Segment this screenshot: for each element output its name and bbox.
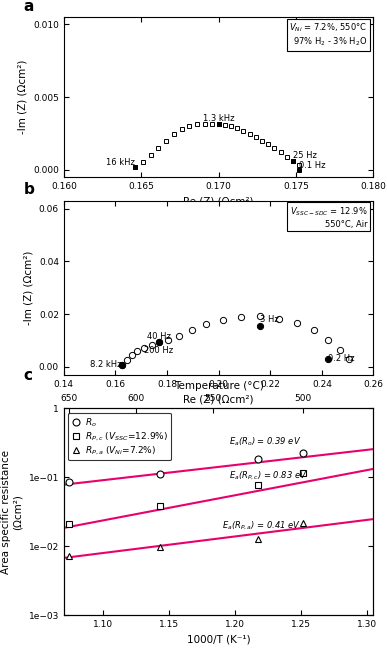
X-axis label: Re (Z) (Ωcm²): Re (Z) (Ωcm²) xyxy=(183,394,254,404)
Text: $V_{Ni}$ = 7.2%, 550°C
97% H$_2$ - 3% H$_2$O: $V_{Ni}$ = 7.2%, 550°C 97% H$_2$ - 3% H$… xyxy=(289,21,367,48)
Text: 0.2 Hz: 0.2 Hz xyxy=(328,353,355,363)
Text: 1.3 kHz: 1.3 kHz xyxy=(203,114,235,122)
Text: 8.2 kHz: 8.2 kHz xyxy=(91,360,122,369)
Y-axis label: -Im (Z) (Ωcm²): -Im (Z) (Ωcm²) xyxy=(23,250,33,325)
Text: $E_a$($R_{P,a}$) = 0.41 eV: $E_a$($R_{P,a}$) = 0.41 eV xyxy=(222,520,301,532)
X-axis label: Temperature (°C): Temperature (°C) xyxy=(174,381,264,391)
Text: 16 kHz: 16 kHz xyxy=(106,158,135,167)
Y-axis label: -Im (Z) (Ωcm²): -Im (Z) (Ωcm²) xyxy=(17,60,27,134)
Y-axis label: Area specific resistance
(Ωcm²): Area specific resistance (Ωcm²) xyxy=(2,450,23,574)
Text: 25 Hz: 25 Hz xyxy=(293,151,317,160)
Text: $E_a$($R_o$) = 0.39 eV: $E_a$($R_o$) = 0.39 eV xyxy=(229,436,301,448)
Text: 0.1 Hz: 0.1 Hz xyxy=(299,161,325,170)
Text: a: a xyxy=(24,0,34,13)
Text: 40 Hz: 40 Hz xyxy=(147,332,171,341)
X-axis label: 1000/T (K⁻¹): 1000/T (K⁻¹) xyxy=(187,635,250,645)
Text: c: c xyxy=(24,368,33,383)
Legend: $R_o$, $R_{P,c}$ ($V_{SSC}$=12.9%), $R_{P,a}$ ($V_{Ni}$=7.2%): $R_o$, $R_{P,c}$ ($V_{SSC}$=12.9%), $R_{… xyxy=(68,413,171,460)
Text: b: b xyxy=(24,182,34,197)
X-axis label: Re (Z) (Ωcm²): Re (Z) (Ωcm²) xyxy=(183,197,254,207)
Text: $E_a$($R_{P,c}$) = 0.83 eV: $E_a$($R_{P,c}$) = 0.83 eV xyxy=(229,469,307,482)
Text: $V_{SSC-SDC}$ = 12.9%
550°C, Air: $V_{SSC-SDC}$ = 12.9% 550°C, Air xyxy=(290,206,367,229)
Text: 200 Hz: 200 Hz xyxy=(144,346,173,355)
Text: 3 Hz: 3 Hz xyxy=(260,315,279,324)
